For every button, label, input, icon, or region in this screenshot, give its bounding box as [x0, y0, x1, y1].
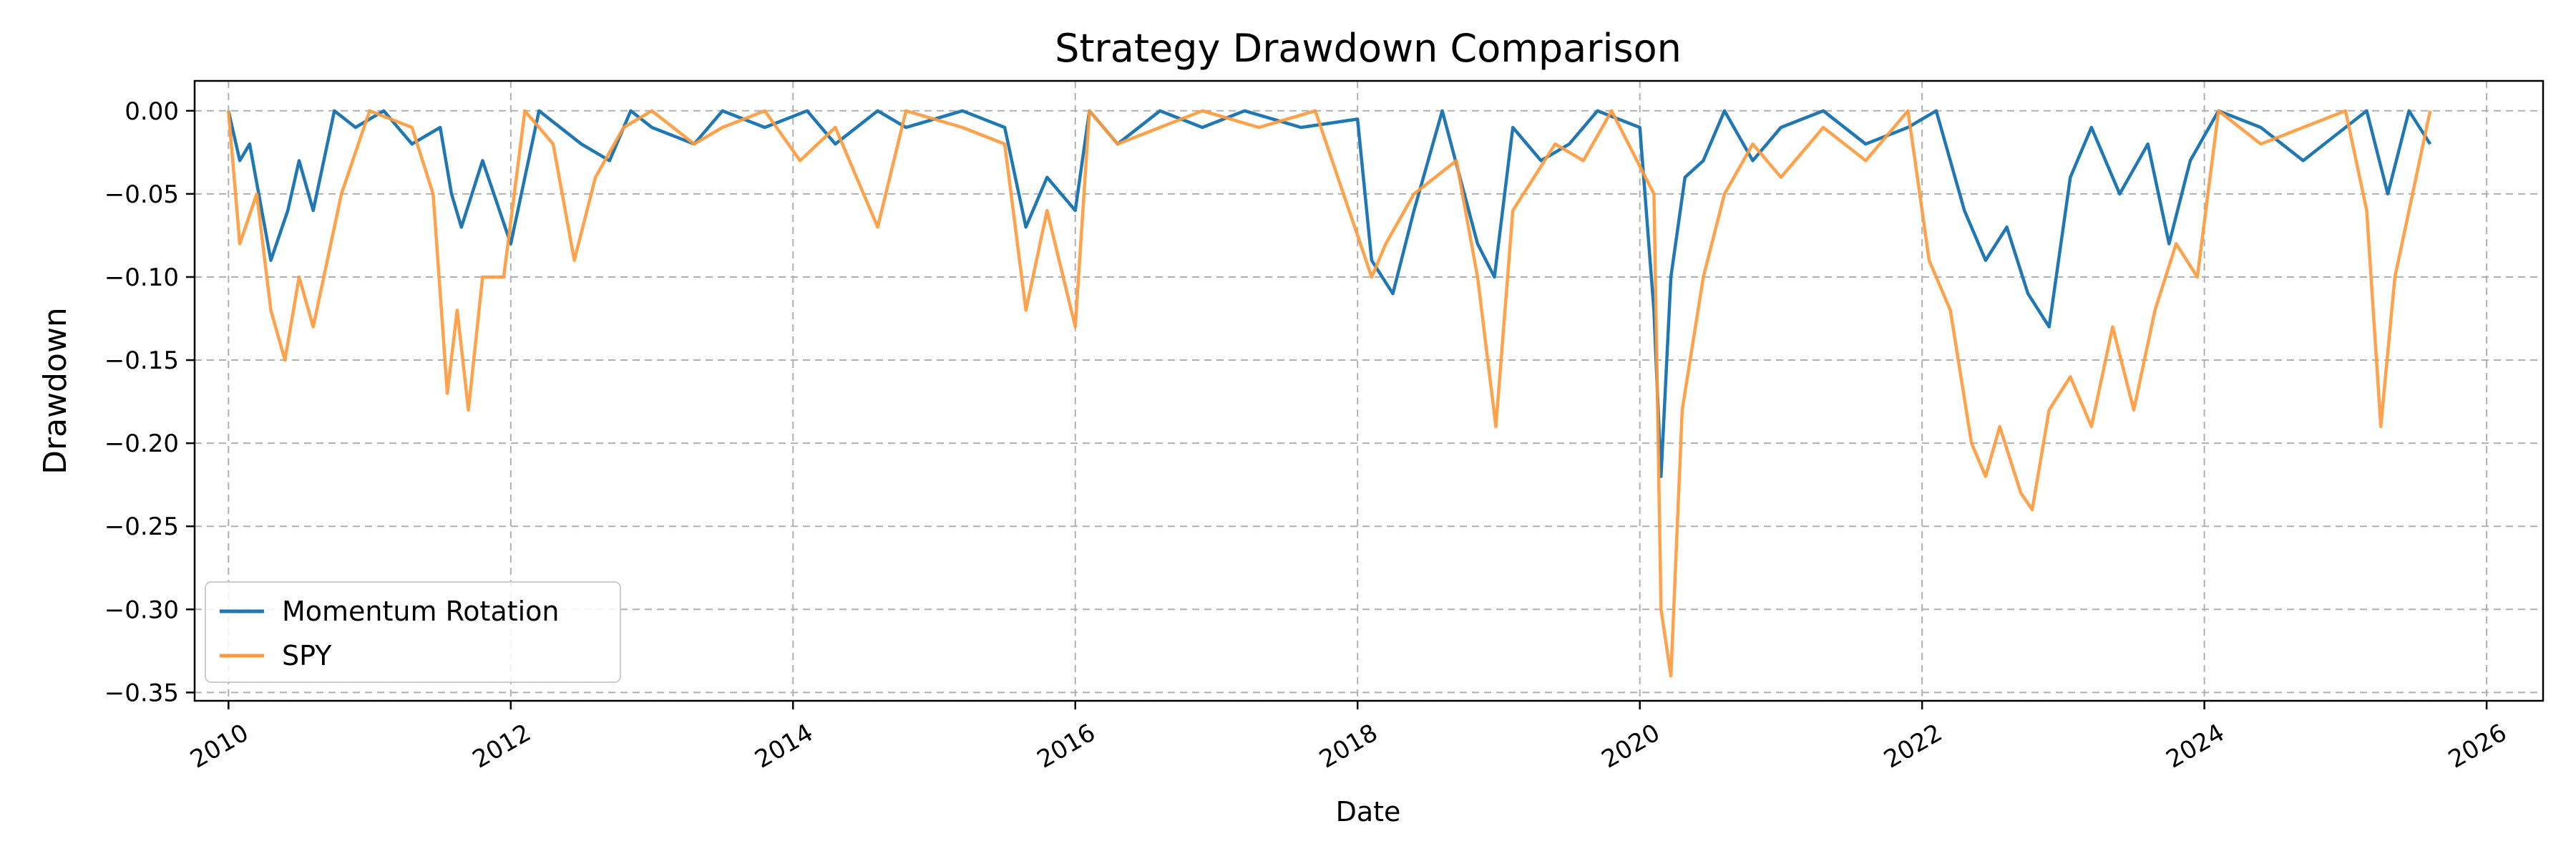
- legend-label: SPY: [282, 640, 332, 671]
- y-tick-label: −0.05: [104, 180, 179, 209]
- series-lines: [227, 109, 2432, 678]
- y-axis-title: Drawdown: [37, 307, 74, 475]
- y-tick-label: −0.20: [104, 430, 179, 458]
- x-axis-title: Date: [1336, 796, 1401, 828]
- y-axis-ticks: 0.00 −0.05 −0.10 −0.15 −0.20 −0.25 −0.30 −0.35: [104, 97, 195, 707]
- series-line-spy: [227, 109, 2432, 678]
- plot-frame: [193, 79, 2545, 702]
- y-tick-label: −0.30: [104, 596, 179, 624]
- y-tick-label: −0.35: [104, 679, 179, 707]
- y-tick-label: −0.15: [104, 346, 179, 375]
- series-line-momentum-rotation: [227, 109, 2432, 478]
- legend-label: Momentum Rotation: [282, 596, 560, 627]
- chart-title: Strategy Drawdown Comparison: [1055, 26, 1682, 71]
- legend: Momentum Rotation SPY: [205, 581, 621, 683]
- legend-box: [205, 581, 621, 683]
- y-tick-label: −0.25: [104, 513, 179, 541]
- y-tick-label: −0.10: [104, 263, 179, 292]
- y-tick-label: 0.00: [125, 97, 179, 126]
